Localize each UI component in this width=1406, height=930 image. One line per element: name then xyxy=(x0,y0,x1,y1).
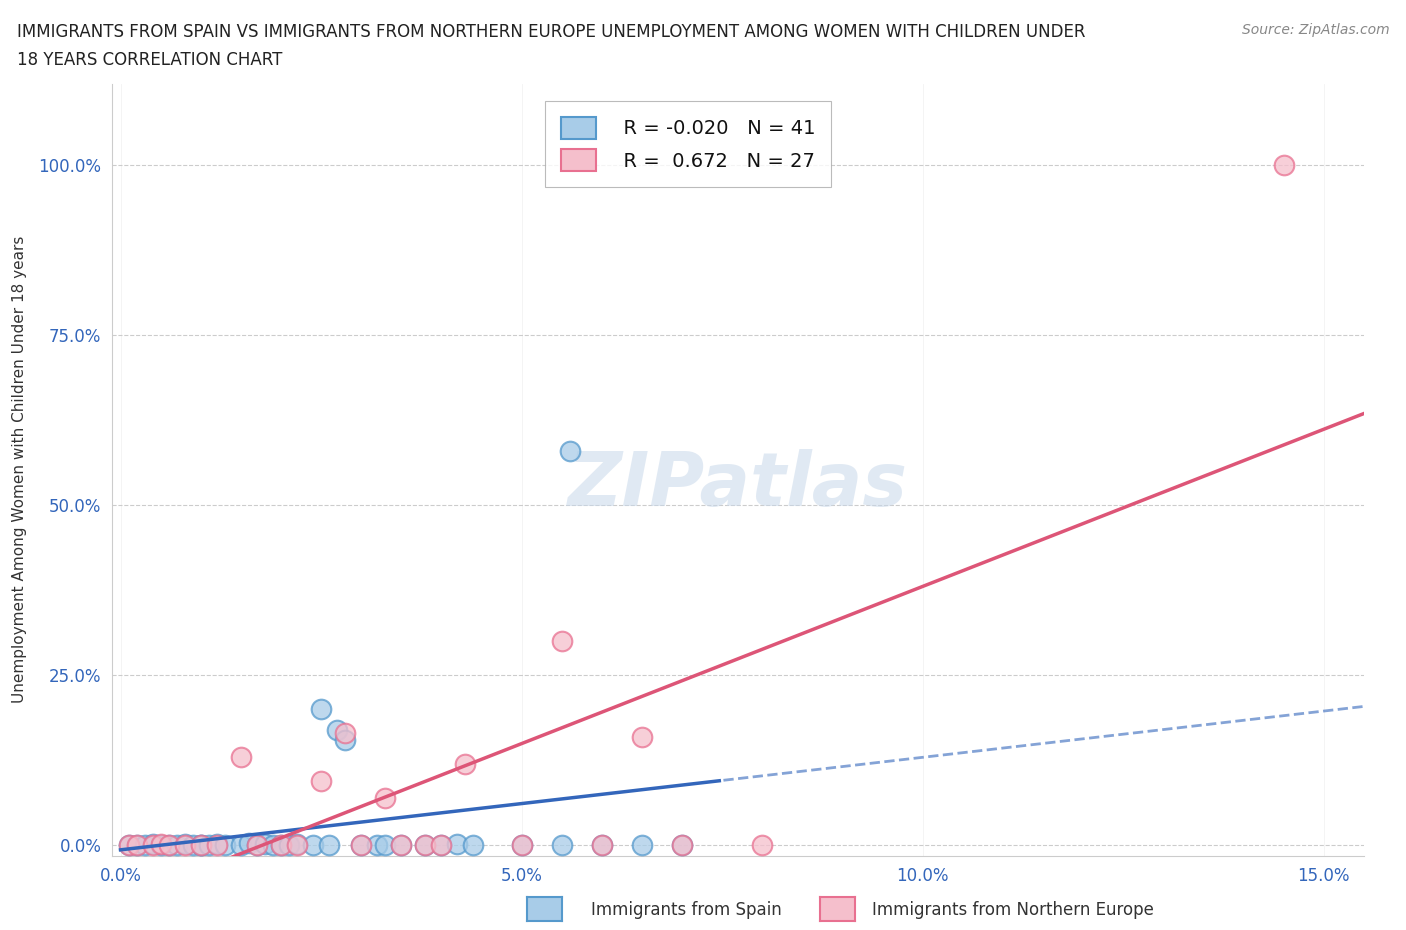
Text: 18 YEARS CORRELATION CHART: 18 YEARS CORRELATION CHART xyxy=(17,51,283,69)
Point xyxy=(454,756,477,771)
Point xyxy=(510,837,533,852)
Point xyxy=(591,838,613,853)
Point xyxy=(173,837,195,852)
Point xyxy=(149,838,172,853)
Point xyxy=(671,838,693,853)
Text: Source: ZipAtlas.com: Source: ZipAtlas.com xyxy=(1241,23,1389,37)
Point xyxy=(173,837,195,852)
Point xyxy=(326,723,349,737)
Text: IMMIGRANTS FROM SPAIN VS IMMIGRANTS FROM NORTHERN EUROPE UNEMPLOYMENT AMONG WOME: IMMIGRANTS FROM SPAIN VS IMMIGRANTS FROM… xyxy=(17,23,1085,41)
Point xyxy=(190,838,212,853)
Point xyxy=(181,837,204,852)
Point xyxy=(430,838,453,853)
Point xyxy=(389,838,412,853)
Point xyxy=(117,838,139,853)
Point xyxy=(446,837,468,852)
Point xyxy=(270,837,292,852)
Point xyxy=(285,837,308,852)
Point xyxy=(142,837,165,852)
Point xyxy=(270,837,292,852)
Point xyxy=(190,838,212,853)
Point xyxy=(157,838,180,853)
Point xyxy=(134,838,156,853)
Point xyxy=(558,444,581,458)
Y-axis label: Unemployment Among Women with Children Under 18 years: Unemployment Among Women with Children U… xyxy=(13,236,27,703)
Point xyxy=(166,838,188,853)
Point xyxy=(333,733,356,748)
Point xyxy=(205,837,228,852)
Point xyxy=(318,838,340,853)
Point xyxy=(309,702,332,717)
Text: Immigrants from Northern Europe: Immigrants from Northern Europe xyxy=(872,900,1153,919)
Point xyxy=(374,790,396,805)
Text: Immigrants from Spain: Immigrants from Spain xyxy=(591,900,782,919)
Point xyxy=(333,725,356,740)
Point xyxy=(430,837,453,852)
Point xyxy=(285,838,308,853)
Point xyxy=(238,836,260,851)
Point xyxy=(229,750,252,764)
Point xyxy=(190,837,212,852)
Point xyxy=(751,837,773,852)
Point xyxy=(214,837,236,852)
Point xyxy=(246,838,269,853)
Text: ZIPatlas: ZIPatlas xyxy=(568,448,908,522)
Point xyxy=(463,838,485,853)
Point xyxy=(350,838,373,853)
Point xyxy=(197,838,219,853)
Point xyxy=(229,838,252,853)
Point xyxy=(262,838,284,853)
Point xyxy=(302,837,325,852)
Point xyxy=(157,837,180,852)
Point xyxy=(1272,158,1295,173)
Point xyxy=(278,838,301,853)
Point xyxy=(389,837,412,852)
Point xyxy=(253,837,276,852)
Point xyxy=(149,837,172,852)
Point xyxy=(246,837,269,852)
Point xyxy=(205,837,228,852)
Point xyxy=(125,837,148,852)
Point xyxy=(117,838,139,853)
Legend:   R = -0.020   N = 41,   R =  0.672   N = 27: R = -0.020 N = 41, R = 0.672 N = 27 xyxy=(546,101,831,187)
Point xyxy=(591,838,613,853)
Point xyxy=(350,838,373,853)
Point xyxy=(631,837,654,852)
Point xyxy=(631,729,654,744)
Point xyxy=(125,837,148,852)
Point xyxy=(671,838,693,853)
Point xyxy=(550,634,572,649)
Point xyxy=(413,837,436,852)
Point xyxy=(374,838,396,853)
Point xyxy=(142,838,165,853)
Point xyxy=(550,838,572,853)
Point xyxy=(366,837,388,852)
Point xyxy=(309,774,332,789)
Point xyxy=(413,838,436,853)
Point xyxy=(510,838,533,853)
